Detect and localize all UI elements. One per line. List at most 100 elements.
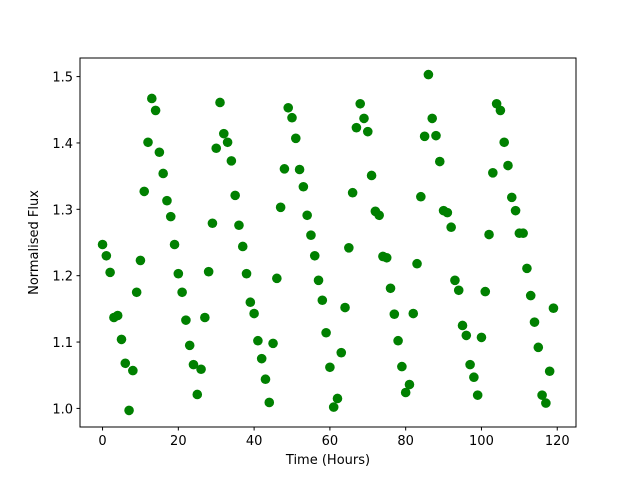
point: [241, 268, 252, 279]
point: [321, 327, 331, 338]
point: [101, 250, 112, 261]
point: [116, 334, 127, 345]
point: [476, 332, 487, 343]
point: [362, 126, 373, 137]
point: [287, 112, 297, 123]
plot-frame: [79, 57, 577, 428]
point: [135, 255, 146, 266]
point: [484, 229, 494, 240]
point: [97, 239, 108, 250]
point: [169, 239, 180, 250]
point: [385, 283, 396, 294]
point: [366, 170, 377, 181]
point: [522, 263, 532, 274]
point: [400, 387, 411, 398]
point: [355, 98, 366, 109]
point: [200, 312, 210, 323]
point: [131, 287, 142, 298]
point: [419, 131, 430, 142]
point: [112, 310, 123, 321]
point: [423, 69, 434, 80]
point: [457, 320, 468, 331]
point: [537, 390, 547, 400]
point: [431, 130, 441, 141]
point: [237, 241, 248, 252]
point: [309, 250, 320, 261]
y-tick-label: 1.0: [52, 402, 73, 417]
y-tick-label: 1.4: [52, 137, 73, 152]
x-tick-label: 100: [469, 434, 494, 449]
point: [404, 379, 415, 390]
point: [453, 285, 464, 296]
x-tick-label: 120: [545, 434, 570, 449]
point: [192, 389, 203, 400]
point: [272, 273, 282, 284]
point: [347, 187, 358, 198]
point: [207, 218, 218, 229]
point: [188, 359, 199, 370]
point: [472, 390, 483, 400]
point: [340, 302, 350, 313]
point: [389, 309, 400, 319]
point: [256, 353, 267, 364]
point: [427, 113, 438, 124]
point: [226, 156, 237, 166]
point: [283, 102, 294, 113]
point: [325, 362, 335, 373]
y-tick-label: 1.5: [52, 71, 73, 86]
point: [253, 335, 263, 346]
point: [533, 342, 544, 353]
point: [506, 192, 517, 203]
point: [503, 160, 513, 171]
point: [177, 287, 187, 298]
point: [412, 258, 422, 269]
point: [230, 190, 240, 201]
point: [544, 366, 555, 377]
y-axis-label: Normalised Flux: [27, 190, 42, 295]
point: [328, 402, 339, 412]
point: [332, 393, 343, 404]
point: [416, 191, 426, 202]
point: [218, 128, 229, 139]
point: [434, 156, 445, 167]
x-tick-label: 40: [246, 434, 263, 449]
point: [442, 207, 453, 218]
x-tick-label: 80: [397, 434, 414, 449]
point: [260, 374, 271, 385]
point: [162, 195, 172, 206]
point: [275, 202, 286, 213]
point: [211, 143, 222, 154]
point: [150, 105, 161, 116]
y-tick-label: 1.2: [52, 270, 73, 285]
point: [181, 315, 191, 325]
point: [245, 297, 256, 308]
point: [469, 372, 479, 383]
point: [336, 347, 347, 358]
point: [128, 365, 138, 376]
y-tick-label: 1.1: [52, 336, 73, 351]
point: [548, 303, 559, 314]
point: [203, 266, 214, 277]
point: [450, 275, 460, 286]
point: [290, 133, 301, 144]
point: [461, 330, 472, 341]
point: [215, 97, 225, 108]
x-tick-label: 0: [98, 434, 106, 449]
point: [495, 105, 506, 116]
x-axis-label: Time (Hours): [285, 453, 370, 468]
point: [154, 147, 165, 158]
point: [124, 405, 134, 416]
point: [306, 230, 316, 240]
point: [279, 164, 290, 174]
point: [488, 168, 498, 178]
point: [393, 335, 403, 346]
point: [158, 168, 168, 179]
point: [105, 267, 115, 278]
point: [381, 252, 392, 263]
point: [518, 228, 528, 239]
point: [147, 93, 157, 104]
point: [313, 275, 324, 286]
point: [294, 164, 305, 175]
